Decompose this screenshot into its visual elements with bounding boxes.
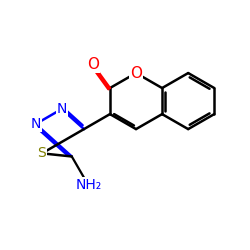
- Text: O: O: [87, 58, 99, 72]
- Text: N: N: [30, 117, 41, 131]
- Text: O: O: [130, 66, 142, 80]
- Text: S: S: [38, 146, 46, 160]
- Text: NH₂: NH₂: [75, 178, 102, 192]
- Text: N: N: [56, 102, 67, 116]
